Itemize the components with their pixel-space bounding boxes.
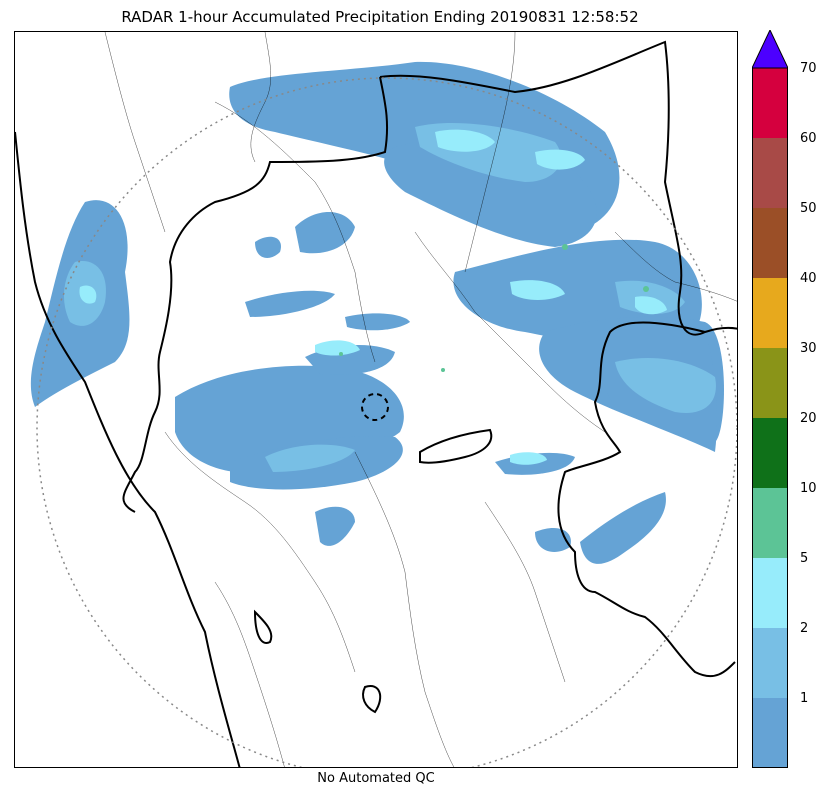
radar-map-canvas [15,32,737,767]
colorbar-segment [752,348,788,418]
colorbar-tick-label: 40 [800,271,817,286]
qc-caption: No Automated QC [317,771,435,786]
precip-colorbar [752,30,788,768]
colorbar-segment [752,68,788,138]
colorbar-segment [752,138,788,208]
colorbar-tick-label: 30 [800,341,817,356]
colorbar-tick-label: 70 [800,61,817,76]
colorbar-tick-label: 10 [800,481,817,496]
colorbar-segment [752,418,788,488]
colorbar-tick-label: 1 [800,691,809,706]
colorbar-tick-label: 5 [800,551,809,566]
colorbar-tick-label: 2 [800,621,809,636]
state-boundaries [15,40,737,767]
colorbar-tick-label: 60 [800,131,817,146]
colorbar-tick-label: 50 [800,201,817,216]
colorbar-segment [752,698,788,768]
colorbar-segment [752,208,788,278]
colorbar-extend-arrow [752,30,788,69]
precip-moderate-areas [63,122,716,472]
radar-map[interactable] [14,31,738,768]
colorbar-segment [752,278,788,348]
radar-site-marker [361,393,389,421]
colorbar-segment [752,558,788,628]
map-title: RADAR 1-hour Accumulated Precipitation E… [121,8,639,26]
colorbar-tick-label: 20 [800,411,817,426]
radar-range-ring [36,77,737,767]
district-boundaries [104,32,737,767]
colorbar-segment [752,488,788,558]
precip-heavy-areas [79,129,667,465]
colorbar-border [752,67,788,768]
precip-intense-cells [339,244,649,372]
colorbar-segment [752,628,788,698]
